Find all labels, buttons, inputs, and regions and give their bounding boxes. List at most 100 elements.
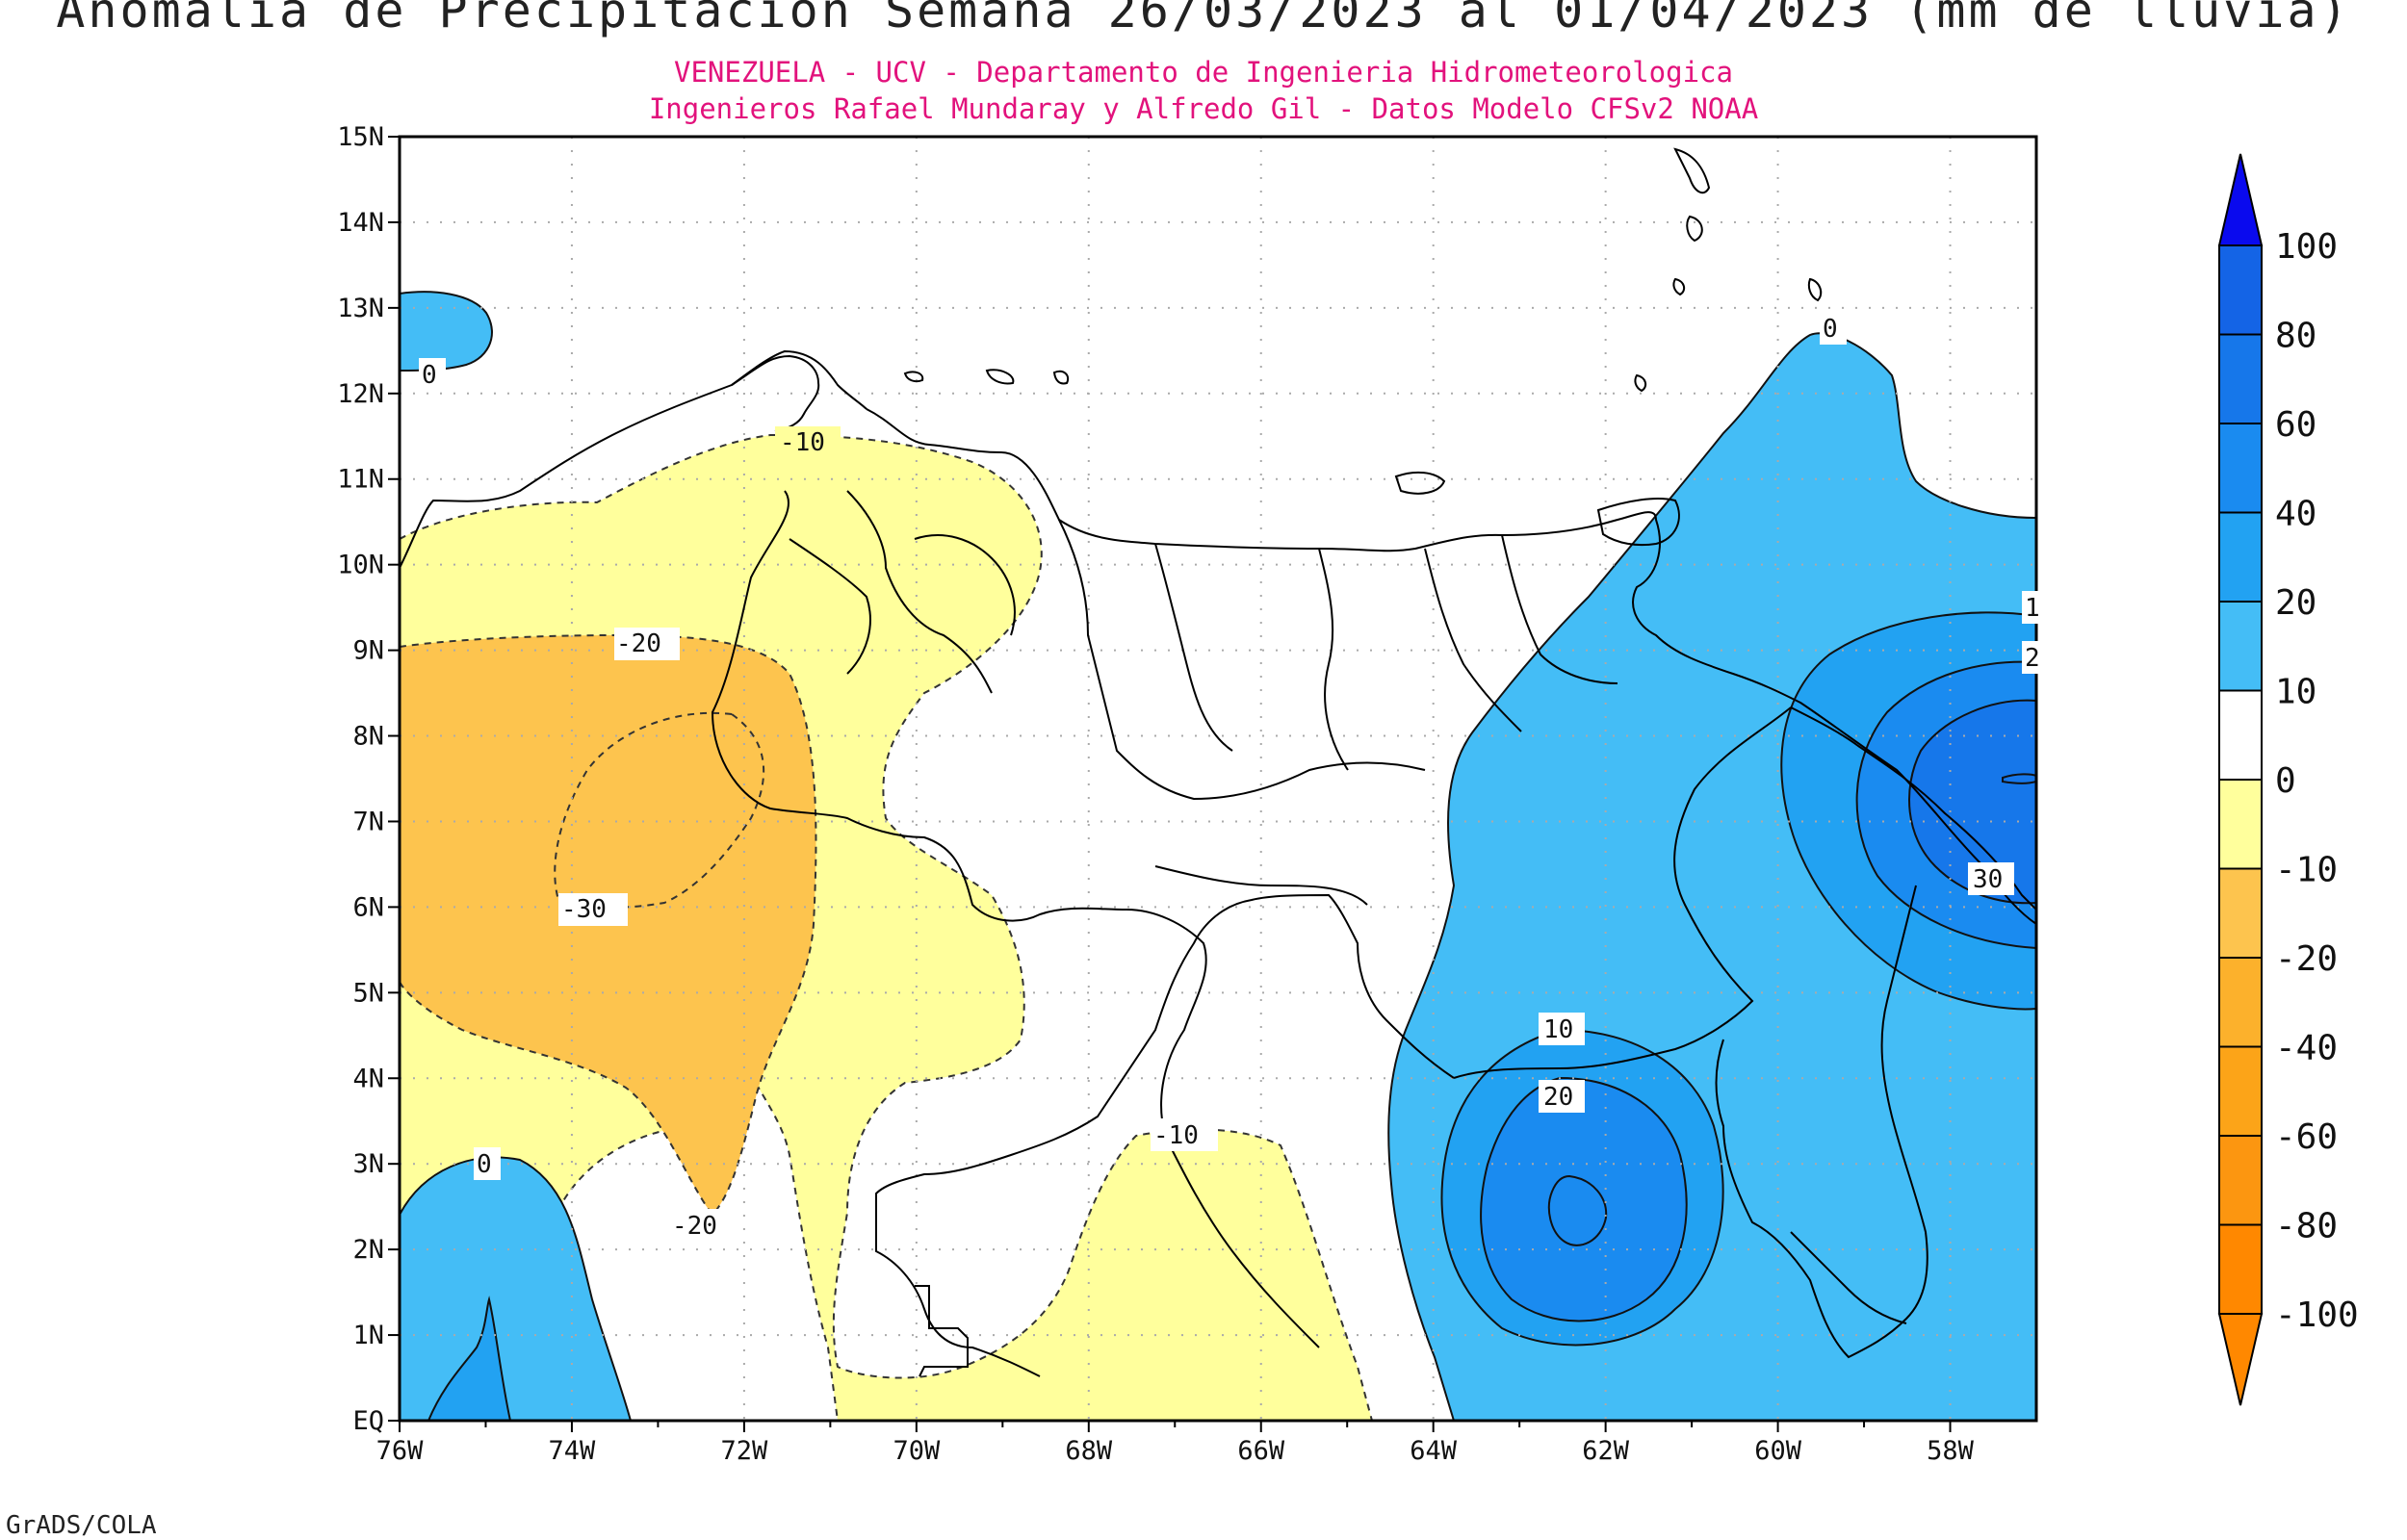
anomaly-region-plus-sw (400, 1156, 633, 1421)
x-axis: 76W 74W 72W 70W 68W 66W 64W 62W 60W 58W (376, 1421, 1975, 1466)
y-axis: EQ 1N 2N 3N 4N 5N 6N 7N 8N 9N 10N 11N 12N 13N 14N 15N (337, 122, 400, 1436)
anomaly-contour-plus40-east (2002, 773, 2036, 784)
border-guyana-brazil (1790, 1231, 1907, 1324)
contour-label-plus20: 20 (1543, 1083, 1573, 1112)
anomaly-contour-plus30-south (1547, 1174, 1608, 1246)
colorbar-label: 40 (2275, 495, 2316, 534)
y-tick-label: 8N (352, 722, 384, 752)
map-title: Anomalia de Precipitacion Semana 26/03/2… (56, 0, 2351, 38)
colorbar-label: 100 (2275, 227, 2338, 267)
coastline-trinidad (1596, 498, 1680, 547)
y-tick-label: 12N (337, 379, 384, 409)
venezuela-state-lines-central (1058, 519, 1426, 801)
coastline-colombia-caribbean (400, 349, 867, 569)
colorbar-label: -100 (2275, 1296, 2359, 1335)
y-tick-label: 4N (352, 1064, 384, 1093)
y-tick-label: 9N (352, 636, 384, 666)
contour-label-east-edge-1: 1 (2025, 594, 2040, 623)
y-tick-label: 13N (337, 294, 384, 323)
colorbar-label: -60 (2275, 1117, 2338, 1157)
contour-label-plus10: 10 (1543, 1015, 1573, 1044)
x-tick-label: 72W (721, 1436, 769, 1466)
x-tick-label: 66W (1237, 1436, 1285, 1466)
colorbar-swatch (2218, 1135, 2263, 1226)
x-tick-label: 74W (549, 1436, 597, 1466)
anomaly-region-plus-sw-core (427, 1296, 512, 1421)
contour-label-minus20-south: -20 (672, 1212, 717, 1241)
border-colombia-ecuador-peru (915, 1285, 969, 1377)
contour-label-zero-ne: 0 (1823, 315, 1838, 344)
colorbar-label: 10 (2275, 673, 2316, 712)
coastline-lesser-antilles-1 (1686, 215, 1703, 243)
x-tick-label: 70W (893, 1436, 941, 1466)
x-tick-label: 76W (376, 1436, 425, 1466)
colorbar-min-arrow (2217, 1313, 2264, 1406)
y-tick-label: 2N (352, 1235, 384, 1265)
colorbar-swatch (2218, 423, 2263, 514)
colorbar-label: 60 (2275, 405, 2316, 445)
y-tick-label: 3N (352, 1149, 384, 1179)
y-tick-label: 7N (352, 807, 384, 836)
y-tick-label: 15N (337, 122, 384, 152)
coastline-barbados (1807, 277, 1823, 302)
border-venezuela-guyana (1453, 706, 1792, 1079)
contour-label-minus10-north: -10 (780, 428, 825, 457)
map-frame (398, 135, 2038, 1423)
contour-label-plus30: 30 (1973, 865, 2003, 894)
y-tick-label: 5N (352, 978, 384, 1008)
border-guyana-suriname (1715, 885, 1928, 1359)
contour-label-zero-nw: 0 (422, 361, 437, 390)
venezuela-state-lines-east (1154, 534, 1618, 906)
colorbar-label: 0 (2275, 761, 2296, 801)
contour-label-minus20-west: -20 (616, 629, 661, 658)
colorbar-swatch (2218, 867, 2263, 959)
map-subtitle-authors: Ingenieros Rafael Mundaray y Alfredo Gil… (648, 92, 1759, 125)
y-tick-label: 6N (352, 892, 384, 922)
colorbar-swatch (2218, 601, 2263, 692)
x-tick-label: 64W (1410, 1436, 1458, 1466)
y-tick-label: 11N (337, 465, 384, 495)
colorbar-swatch (2218, 957, 2263, 1048)
coastline-bonaire (1052, 370, 1070, 385)
colorbar-swatch (2218, 511, 2263, 603)
colorbar-label: -80 (2275, 1207, 2338, 1246)
y-tick-label: 14N (337, 208, 384, 238)
coastline-margarita (1394, 471, 1446, 495)
colorbar-label: 80 (2275, 317, 2316, 356)
coastline-lesser-antilles-2 (1672, 277, 1686, 296)
colorbar-swatch (2218, 1045, 2263, 1137)
border-venezuela-brazil (875, 893, 1455, 1377)
x-tick-label: 68W (1065, 1436, 1113, 1466)
colorbar-swatch (2218, 689, 2263, 781)
anomaly-region-plus30-east (1908, 699, 2036, 905)
contour-label-zero-sw: 0 (477, 1150, 492, 1179)
y-tick-label: EQ (352, 1406, 384, 1436)
venezuela-state-lines-west (789, 490, 1016, 694)
anomaly-fill-layer (400, 291, 2036, 1421)
grads-credit: GrADS/COLA (6, 1511, 157, 1540)
x-tick-label: 60W (1754, 1436, 1802, 1466)
colorbar-swatch (2218, 333, 2263, 424)
coastline-lesser-antilles-3 (1634, 373, 1647, 393)
colorbar-max-arrow (2217, 153, 2264, 246)
colorbar-label: -40 (2275, 1029, 2338, 1068)
x-tick-label: 62W (1582, 1436, 1630, 1466)
colorbar-swatch (2218, 244, 2263, 336)
coastline-venezuela-north (866, 408, 2036, 925)
contour-label-east-edge-2: 2 (2025, 644, 2040, 673)
coastline-curacao (985, 369, 1015, 385)
contour-label-minus30: -30 (561, 895, 607, 924)
coastline-guajira (731, 354, 820, 432)
colorbar-label: 20 (2275, 583, 2316, 623)
x-tick-label: 58W (1927, 1436, 1975, 1466)
coastline-layer (400, 147, 2036, 1377)
contour-labels: -10 -20 -30 -20 -10 0 0 0 10 20 30 1 2 (419, 312, 2041, 1242)
anomaly-region-plus20-south (1480, 1076, 1688, 1322)
map-subtitle-institution: VENEZUELA - UCV - Departamento de Ingeni… (674, 56, 1733, 89)
colorbar-swatch (2218, 1223, 2263, 1315)
coastline-grenada (1673, 147, 1711, 194)
y-tick-label: 1N (352, 1321, 384, 1350)
colorbar-label: -10 (2275, 851, 2338, 890)
